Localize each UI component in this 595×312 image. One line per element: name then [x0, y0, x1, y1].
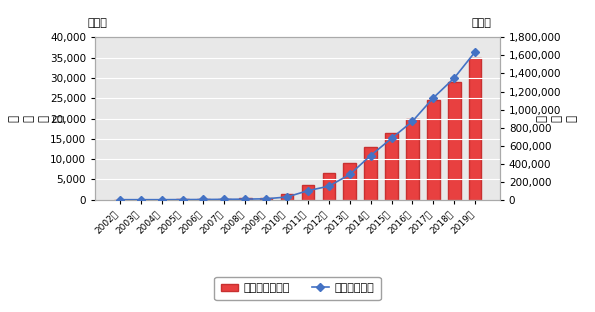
Text: 会
員
数: 会 員 数: [535, 115, 578, 122]
Bar: [343, 163, 356, 200]
Text: 車
両
台
数: 車 両 台 数: [8, 115, 65, 122]
Bar: [260, 198, 273, 200]
Bar: [197, 199, 209, 200]
Bar: [364, 147, 377, 200]
Bar: [302, 185, 314, 200]
Bar: [427, 100, 440, 200]
Bar: [281, 194, 293, 200]
Bar: [322, 173, 335, 200]
Bar: [469, 58, 481, 200]
Bar: [239, 198, 252, 200]
Legend: 車両台数（台）, 会員数（人）: 車両台数（台）, 会員数（人）: [214, 277, 381, 300]
Bar: [218, 199, 231, 200]
Bar: [386, 133, 398, 200]
Text: （人）: （人）: [472, 18, 491, 28]
Bar: [406, 119, 419, 200]
Text: （台）: （台）: [87, 18, 107, 28]
Bar: [448, 82, 461, 200]
